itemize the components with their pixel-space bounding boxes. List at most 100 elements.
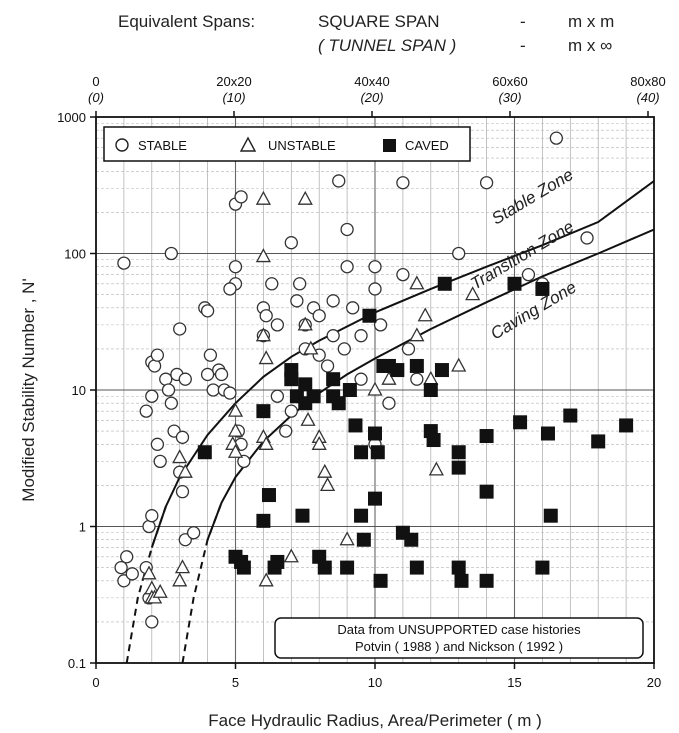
point-stable xyxy=(200,304,215,318)
y-tick-label: 1 xyxy=(79,520,86,535)
point-stable xyxy=(178,533,192,547)
point-caved xyxy=(479,484,494,499)
y-tick-label: 0.1 xyxy=(68,656,86,671)
point-unstable xyxy=(258,435,274,450)
point-unstable xyxy=(465,286,481,301)
point-unstable xyxy=(227,443,244,458)
point-caved xyxy=(513,415,528,430)
point-caved xyxy=(563,408,578,423)
point-stable xyxy=(332,174,346,188)
point-caved xyxy=(354,445,369,460)
point-caved xyxy=(373,573,388,588)
point-caved xyxy=(479,429,494,444)
point-caved xyxy=(284,372,299,387)
point-unstable xyxy=(172,572,188,587)
point-stable xyxy=(139,404,153,418)
point-caved xyxy=(312,549,327,564)
point-unstable xyxy=(255,327,271,342)
point-caved xyxy=(409,358,424,373)
point-caved xyxy=(423,383,438,397)
point-unstable xyxy=(174,559,191,574)
point-stable xyxy=(200,367,215,382)
zone-label-caving: Caving Zone xyxy=(487,277,579,343)
point-stable xyxy=(120,550,134,564)
point-stable xyxy=(312,309,326,323)
x-axis-title: Face Hydraulic Radius, Area/Perimeter ( … xyxy=(208,711,542,730)
point-unstable xyxy=(317,463,333,478)
point-stable xyxy=(320,359,335,373)
point-caved xyxy=(535,281,550,296)
point-stable xyxy=(396,267,410,282)
top-tick-tunnel-label: (30) xyxy=(498,90,521,105)
point-unstable xyxy=(258,350,274,365)
point-caved xyxy=(306,389,321,404)
point-unstable xyxy=(255,190,271,205)
point-stable xyxy=(145,389,159,403)
point-caved xyxy=(295,508,310,523)
point-stable xyxy=(117,256,131,270)
point-stable xyxy=(125,567,139,581)
legend: STABLE UNSTABLE CAVED xyxy=(103,126,471,162)
point-stable xyxy=(346,301,360,315)
point-stable xyxy=(265,277,279,291)
point-caved xyxy=(298,377,313,392)
point-caved xyxy=(426,433,441,448)
point-stable xyxy=(326,329,340,343)
point-stable xyxy=(326,294,340,308)
point-caved xyxy=(409,560,424,575)
point-stable xyxy=(259,309,273,323)
point-unstable xyxy=(303,340,319,355)
header-spans-label: Equivalent Spans: xyxy=(118,12,255,31)
point-caved xyxy=(507,276,522,291)
point-caved xyxy=(331,396,346,411)
point-unstable xyxy=(339,531,355,546)
header-unit-2: m x ∞ xyxy=(568,36,612,55)
point-caved xyxy=(234,554,249,569)
point-stable xyxy=(580,231,594,245)
point-unstable xyxy=(227,422,244,437)
point-stable xyxy=(234,190,248,204)
point-stable xyxy=(164,396,178,410)
point-stable xyxy=(368,282,382,296)
point-caved xyxy=(348,418,363,433)
point-unstable xyxy=(177,463,193,478)
point-caved xyxy=(368,491,382,506)
point-unstable xyxy=(141,565,157,580)
top-tick-tunnel-label: (0) xyxy=(88,90,104,105)
point-stable xyxy=(340,260,354,274)
point-stable xyxy=(401,342,416,356)
point-stable xyxy=(354,372,368,386)
point-stable xyxy=(206,383,220,397)
legend-marker-unstable xyxy=(239,136,257,152)
data-points xyxy=(114,131,634,629)
point-stable xyxy=(279,424,293,438)
point-stable xyxy=(186,526,201,540)
point-stable xyxy=(223,386,237,400)
top-tick-square-label: 80x80 xyxy=(630,74,665,89)
source-annotation: Data from UNSUPPORTED case histories Pot… xyxy=(274,617,644,659)
point-stable xyxy=(223,282,237,296)
point-caved xyxy=(451,460,466,475)
point-stable xyxy=(114,560,128,575)
header-square-span: SQUARE SPAN xyxy=(318,12,440,31)
point-stable xyxy=(178,372,192,386)
point-caved xyxy=(370,445,385,460)
point-unstable xyxy=(152,583,168,598)
point-stable xyxy=(175,430,190,444)
header-tunnel-span: ( TUNNEL SPAN ) xyxy=(318,36,456,55)
x-tick-label: 5 xyxy=(232,675,239,690)
point-stable xyxy=(373,318,388,332)
point-stable xyxy=(150,437,165,451)
x-tick-label: 10 xyxy=(368,675,382,690)
point-caved xyxy=(354,508,369,523)
point-caved xyxy=(540,426,555,441)
header-dash-2: - xyxy=(520,36,526,55)
point-stable xyxy=(214,367,229,382)
top-tick-square-label: 20x20 xyxy=(216,74,251,89)
top-tick-square-label: 60x60 xyxy=(492,74,527,89)
y-tick-label: 10 xyxy=(72,383,86,398)
header-unit-1: m x m xyxy=(568,12,614,31)
point-caved xyxy=(451,560,466,575)
legend-marker-stable xyxy=(115,138,129,152)
point-unstable xyxy=(255,248,271,263)
